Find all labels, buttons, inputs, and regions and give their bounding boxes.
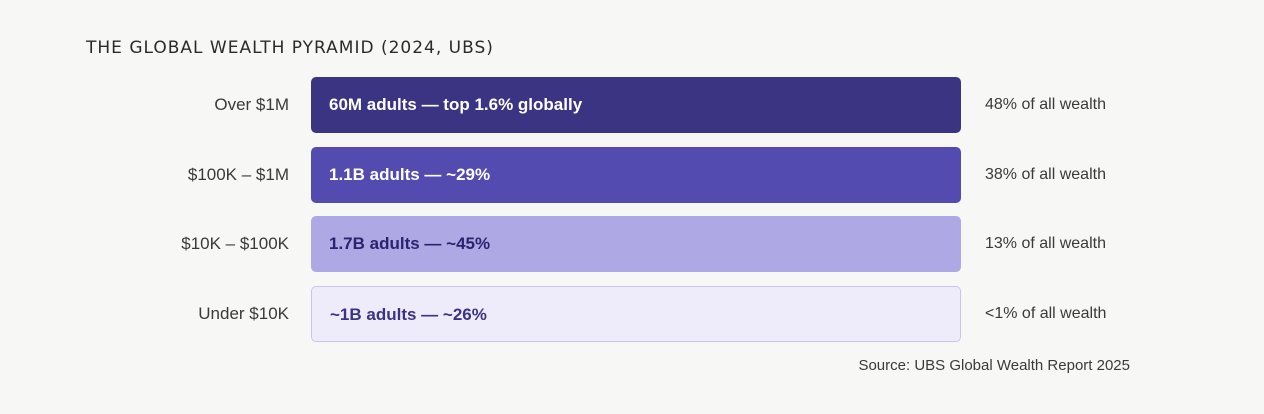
tier-bar: ~1B adults — ~26% [311, 286, 961, 342]
tier-label: Over $1M [214, 95, 289, 114]
wealth-share-label: 13% of all wealth [985, 235, 1106, 252]
tier-bar: 1.1B adults — ~29% [311, 147, 961, 203]
tier-row: $10K – $100K 1.7B adults — ~45% 13% of all… [0, 216, 1264, 272]
tier-label: $10K – $100K [181, 234, 289, 253]
tier-bar: 60M adults — top 1.6% globally [311, 77, 961, 133]
wealth-share-label: 48% of all wealth [985, 96, 1106, 113]
tier-bar-label: 60M adults — top 1.6% globally [329, 95, 583, 114]
tier-bar-label: 1.1B adults — ~29% [329, 165, 491, 184]
tier-label: $100K – $1M [187, 165, 289, 184]
tier-bar: 1.7B adults — ~45% [311, 216, 961, 272]
tier-row: $100K – $1M 1.1B adults — ~29% 38% of all … [0, 147, 1264, 203]
tier-bar-label: ~1B adults — ~26% [330, 305, 487, 324]
wealth-share-label: 38% of all wealth [985, 166, 1106, 183]
tier-row: Under $10K ~1B adults — ~26% <1% of all we… [0, 286, 1264, 342]
tier-label: Under $10K [198, 304, 289, 323]
chart-title: THE GLOBAL WEALTH PYRAMID (2024, UBS) [86, 38, 494, 58]
source-note: Source: UBS Global Wealth Report 2025 [858, 357, 1130, 374]
wealth-share-label: <1% of all wealth [985, 305, 1107, 322]
tier-bar-label: 1.7B adults — ~45% [329, 234, 491, 253]
tier-row: Over $1M 60M adults — top 1.6% globally 48… [0, 77, 1264, 133]
